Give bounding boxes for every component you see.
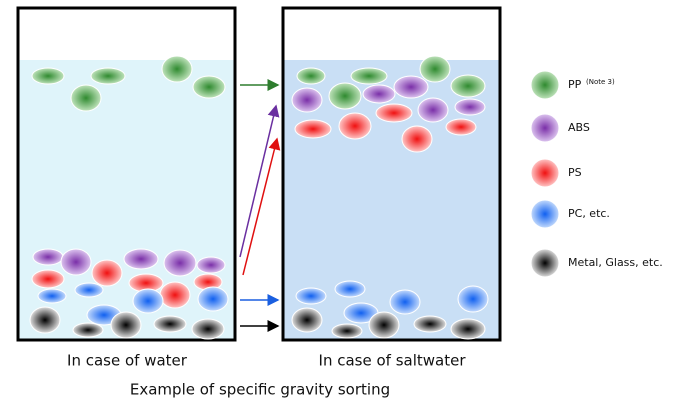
particle: [91, 68, 125, 84]
figure-caption: Example of specific gravity sorting: [130, 381, 390, 399]
particle: [402, 126, 432, 152]
particle: [335, 281, 365, 297]
particle: [297, 68, 325, 84]
particle: [33, 249, 63, 265]
particle: [292, 308, 322, 332]
particle: [160, 282, 190, 308]
particle: [394, 76, 428, 98]
particle: [32, 270, 64, 288]
particle: [124, 249, 158, 269]
particle: [296, 288, 326, 304]
particle: [418, 98, 448, 122]
particle: [369, 312, 399, 338]
arrow: [243, 139, 277, 275]
particle: [92, 260, 122, 286]
particle: [292, 88, 322, 112]
legend-swatch: [531, 114, 559, 142]
particle: [390, 290, 420, 314]
particle: [133, 289, 163, 313]
particle: [71, 85, 101, 111]
particle: [446, 119, 476, 135]
particle: [363, 85, 395, 103]
particle: [295, 120, 331, 138]
legend-label: PC, etc.: [568, 207, 610, 220]
particle: [61, 249, 91, 275]
particle: [451, 75, 485, 97]
particle: [154, 316, 186, 332]
legend-label: Metal, Glass, etc.: [568, 256, 663, 269]
particle: [192, 319, 224, 339]
legend-label: PP: [568, 78, 582, 91]
particle: [198, 287, 228, 311]
particle: [111, 312, 141, 338]
legend-swatch: [531, 71, 559, 99]
legend-label: PS: [568, 166, 582, 179]
particle: [30, 307, 60, 333]
particle: [332, 324, 362, 338]
particle: [162, 56, 192, 82]
particle: [193, 76, 225, 98]
particle: [455, 99, 485, 115]
legend-swatch: [531, 249, 559, 277]
legend-swatch: [531, 200, 559, 228]
particle: [197, 257, 225, 273]
particle: [451, 319, 485, 339]
panel-caption: In case of water: [67, 352, 188, 370]
arrow: [240, 106, 276, 257]
particle: [329, 83, 361, 109]
particle: [458, 286, 488, 312]
legend-label: ABS: [568, 121, 590, 134]
particle: [73, 323, 103, 337]
diagram: In case of water In case of saltwater Ex…: [0, 0, 679, 405]
panel-caption: In case of saltwater: [319, 352, 467, 370]
legend-swatch: [531, 159, 559, 187]
particle: [414, 316, 446, 332]
particle: [351, 68, 387, 84]
particle: [376, 104, 412, 122]
particle: [38, 289, 66, 303]
particle: [420, 56, 450, 82]
particle: [32, 68, 64, 84]
particle: [339, 113, 371, 139]
particle: [75, 283, 103, 297]
particle: [164, 250, 196, 276]
legend-note: (Note 3): [586, 78, 615, 86]
